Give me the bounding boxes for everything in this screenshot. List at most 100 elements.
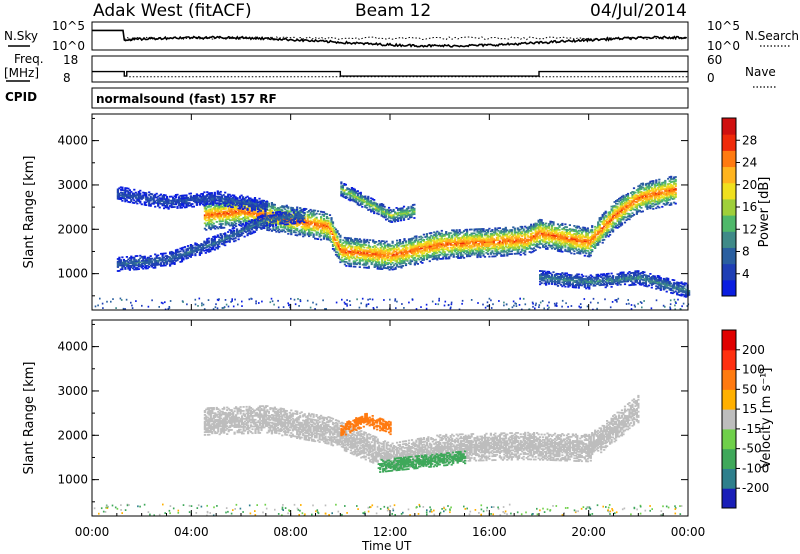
power-cell — [160, 263, 163, 266]
power-cell — [322, 236, 326, 239]
power-cell — [285, 224, 288, 227]
power-cell — [545, 227, 548, 230]
power-cell — [220, 227, 223, 229]
power-cell — [434, 248, 437, 251]
power-cell — [534, 237, 537, 239]
power-cell — [646, 205, 649, 208]
power-cell — [616, 226, 619, 229]
power-cell — [652, 189, 655, 192]
power-cell — [119, 260, 122, 263]
power-cell — [561, 233, 564, 236]
power-cell — [293, 231, 296, 234]
power-cell — [333, 232, 336, 235]
power-cell — [479, 228, 482, 230]
power-cell — [658, 185, 661, 188]
power-cell — [252, 210, 256, 213]
power-cell — [637, 197, 640, 200]
power-cell — [480, 252, 484, 254]
power-cell — [482, 253, 485, 256]
power-cell — [403, 262, 406, 264]
power-cell — [318, 222, 321, 225]
power-cell — [194, 253, 197, 255]
power-cell — [390, 247, 393, 250]
power-cell — [540, 239, 543, 241]
power-cell — [458, 246, 461, 249]
power-cell — [207, 237, 210, 240]
power-cell — [510, 233, 513, 235]
power-cell — [619, 211, 622, 214]
power-cell — [516, 235, 519, 238]
power-cell — [434, 240, 437, 243]
power-cell — [556, 227, 560, 230]
power-cell — [221, 219, 224, 221]
power-cell — [281, 209, 284, 211]
power-cell — [172, 262, 175, 265]
power-cell — [582, 247, 585, 250]
power-cell — [406, 246, 409, 249]
power-cell — [527, 231, 530, 234]
power-cell — [233, 210, 236, 213]
power-cell — [448, 250, 451, 253]
power-cell — [640, 202, 643, 205]
power-cell — [413, 239, 416, 242]
power-cell — [177, 253, 181, 256]
power-cell — [401, 242, 405, 245]
power-cell — [583, 249, 586, 252]
power-cell — [226, 218, 229, 221]
power-cell — [367, 253, 370, 256]
power-cell — [375, 262, 378, 265]
power-cell — [322, 223, 326, 226]
power-cell — [252, 212, 256, 214]
power-cell — [656, 200, 659, 203]
power-cell — [598, 225, 601, 227]
power-cell — [410, 237, 414, 240]
power-cell — [547, 233, 551, 236]
power-cell — [644, 195, 647, 197]
power-cell — [211, 213, 214, 216]
power-cell — [373, 244, 376, 247]
power-cell — [545, 237, 548, 239]
power-cell — [235, 213, 238, 216]
power-cell — [494, 255, 497, 258]
power-cell — [248, 215, 251, 218]
power-cell — [443, 252, 446, 255]
power-cell — [355, 238, 358, 240]
power-cell — [424, 236, 427, 238]
power-cell — [612, 222, 615, 225]
power-cell — [613, 206, 616, 209]
power-cell — [616, 213, 619, 216]
power-cell — [567, 239, 570, 242]
power-cell — [655, 179, 658, 182]
power-cell — [191, 247, 194, 250]
power-cell — [381, 257, 384, 260]
power-cell — [670, 181, 673, 183]
power-cell — [452, 254, 455, 257]
power-cell — [418, 244, 421, 246]
power-cell — [148, 256, 151, 259]
power-cell — [610, 213, 613, 216]
power-cell — [430, 249, 433, 252]
power-cell — [189, 246, 192, 249]
power-cell — [317, 222, 320, 224]
power-cell — [404, 248, 408, 251]
power-cell — [519, 240, 522, 243]
power-cell — [318, 225, 321, 227]
power-cell — [565, 235, 568, 238]
power-cell — [128, 257, 131, 259]
power-cell — [360, 253, 363, 255]
power-cell — [470, 245, 473, 248]
power-cell — [562, 237, 565, 240]
power-cell — [570, 241, 573, 244]
power-cell — [509, 242, 512, 245]
power-cell — [586, 242, 589, 244]
power-cell — [446, 244, 449, 247]
power-cell — [604, 212, 607, 214]
power-cell — [145, 260, 148, 263]
power-cell — [558, 250, 561, 253]
power-cell — [430, 240, 433, 242]
power-cell — [373, 240, 376, 243]
power-cell — [603, 221, 606, 224]
power-cell — [433, 252, 436, 255]
power-cell — [311, 231, 314, 234]
power-cell — [667, 199, 670, 201]
